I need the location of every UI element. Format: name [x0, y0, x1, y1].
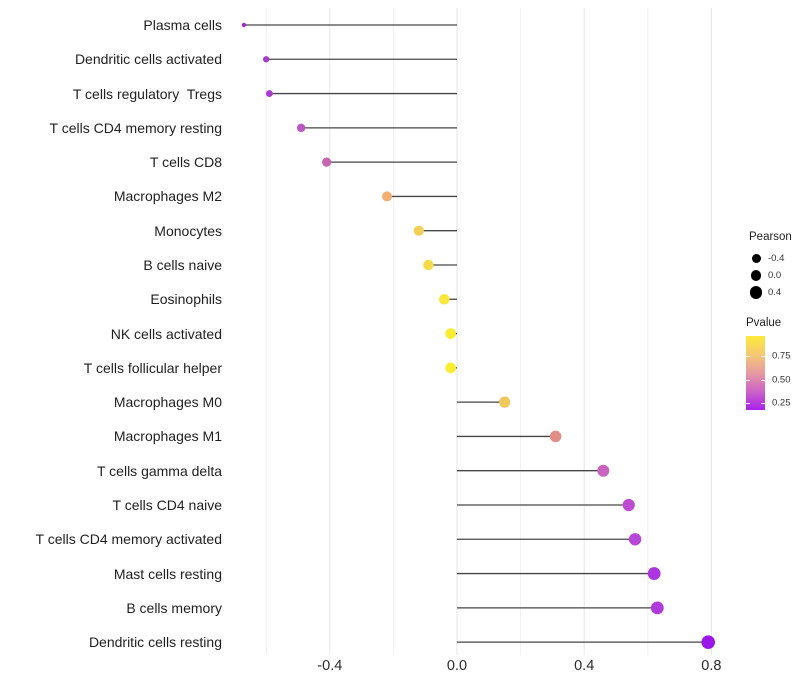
- size-dot-small: [751, 254, 761, 263]
- colorbar-tick: [761, 356, 765, 357]
- x-axis-tick-label: -0.4: [317, 658, 343, 674]
- x-axis-tick-label: 0.4: [574, 658, 595, 674]
- data-point: [438, 293, 450, 305]
- data-point: [423, 259, 434, 271]
- pearson-legend-item: 0.4: [749, 284, 792, 301]
- colorbar-tick: [746, 403, 750, 404]
- size-dot-large: [749, 286, 763, 299]
- data-point: [445, 362, 456, 374]
- x-axis-tick-label: 0.0: [446, 658, 468, 674]
- y-axis-label: T cells follicular helper: [83, 359, 222, 376]
- y-axis-label: T cells CD8: [149, 154, 222, 171]
- data-point: [445, 328, 456, 339]
- pearson-legend-item: -0.4: [749, 250, 792, 267]
- pvalue-color-legend: Pvalue 0.75 0.50 0.25: [746, 317, 791, 410]
- y-axis-label: Macrophages M2: [113, 188, 222, 205]
- y-axis-label: Dendritic cells activated: [74, 51, 222, 68]
- size-dot-label: 0.0: [768, 270, 782, 281]
- data-point: [650, 601, 664, 615]
- y-axis-label: Macrophages M0: [113, 394, 222, 411]
- data-point: [701, 635, 716, 649]
- size-dot-medium: [750, 270, 762, 281]
- y-axis-label: B cells memory: [126, 599, 222, 616]
- colorbar-tick: [746, 356, 750, 357]
- data-point: [413, 225, 424, 236]
- y-axis-label: T cells CD4 naive: [112, 496, 222, 513]
- x-axis-tick-label: 0.8: [701, 658, 722, 674]
- data-point: [549, 430, 562, 443]
- data-point: [241, 22, 247, 28]
- colorbar-tick: [761, 403, 765, 404]
- y-axis-label: Plasma cells: [143, 17, 222, 33]
- y-axis-label: B cells naive: [143, 256, 222, 273]
- pvalue-legend-title: Pvalue: [746, 317, 782, 329]
- pearson-legend-title: Pearson: [749, 231, 792, 243]
- y-axis-label: T cells gamma delta: [96, 462, 222, 479]
- size-dot-label: -0.4: [768, 253, 785, 264]
- data-point: [628, 533, 642, 546]
- colorbar-label: 0.25: [772, 397, 791, 409]
- pvalue-colorbar: 0.75 0.50 0.25: [746, 336, 791, 410]
- y-axis-label: Eosinophils: [150, 291, 222, 308]
- data-point: [622, 498, 635, 512]
- data-point: [597, 464, 610, 477]
- data-point: [265, 90, 273, 97]
- y-axis-label: Macrophages M1: [113, 428, 222, 445]
- y-axis-label: Dendritic cells resting: [88, 634, 222, 651]
- colorbar-tick: [761, 380, 765, 381]
- y-axis-label: Monocytes: [154, 222, 222, 239]
- pearson-size-legend: Pearson -0.4 0.0 0.4: [749, 231, 792, 301]
- data-point: [322, 157, 332, 167]
- y-axis-label: NK cells activated: [110, 325, 222, 342]
- data-point: [499, 396, 511, 408]
- colorbar-tick: [746, 380, 750, 381]
- y-axis-label: T cells regulatory Tregs: [72, 85, 222, 102]
- data-point: [296, 123, 306, 133]
- colorbar-label: 0.75: [772, 350, 791, 362]
- y-axis-label: Mast cells resting: [113, 565, 222, 582]
- size-dot-label: 0.4: [768, 287, 782, 298]
- data-point: [263, 56, 270, 63]
- pearson-legend-item: 0.0: [749, 267, 792, 284]
- data-point: [382, 191, 393, 202]
- colorbar-label: 0.50: [772, 374, 791, 386]
- data-point: [647, 567, 661, 580]
- y-axis-label: T cells CD4 memory activated: [35, 531, 222, 548]
- y-axis-label: T cells CD4 memory resting: [49, 119, 222, 136]
